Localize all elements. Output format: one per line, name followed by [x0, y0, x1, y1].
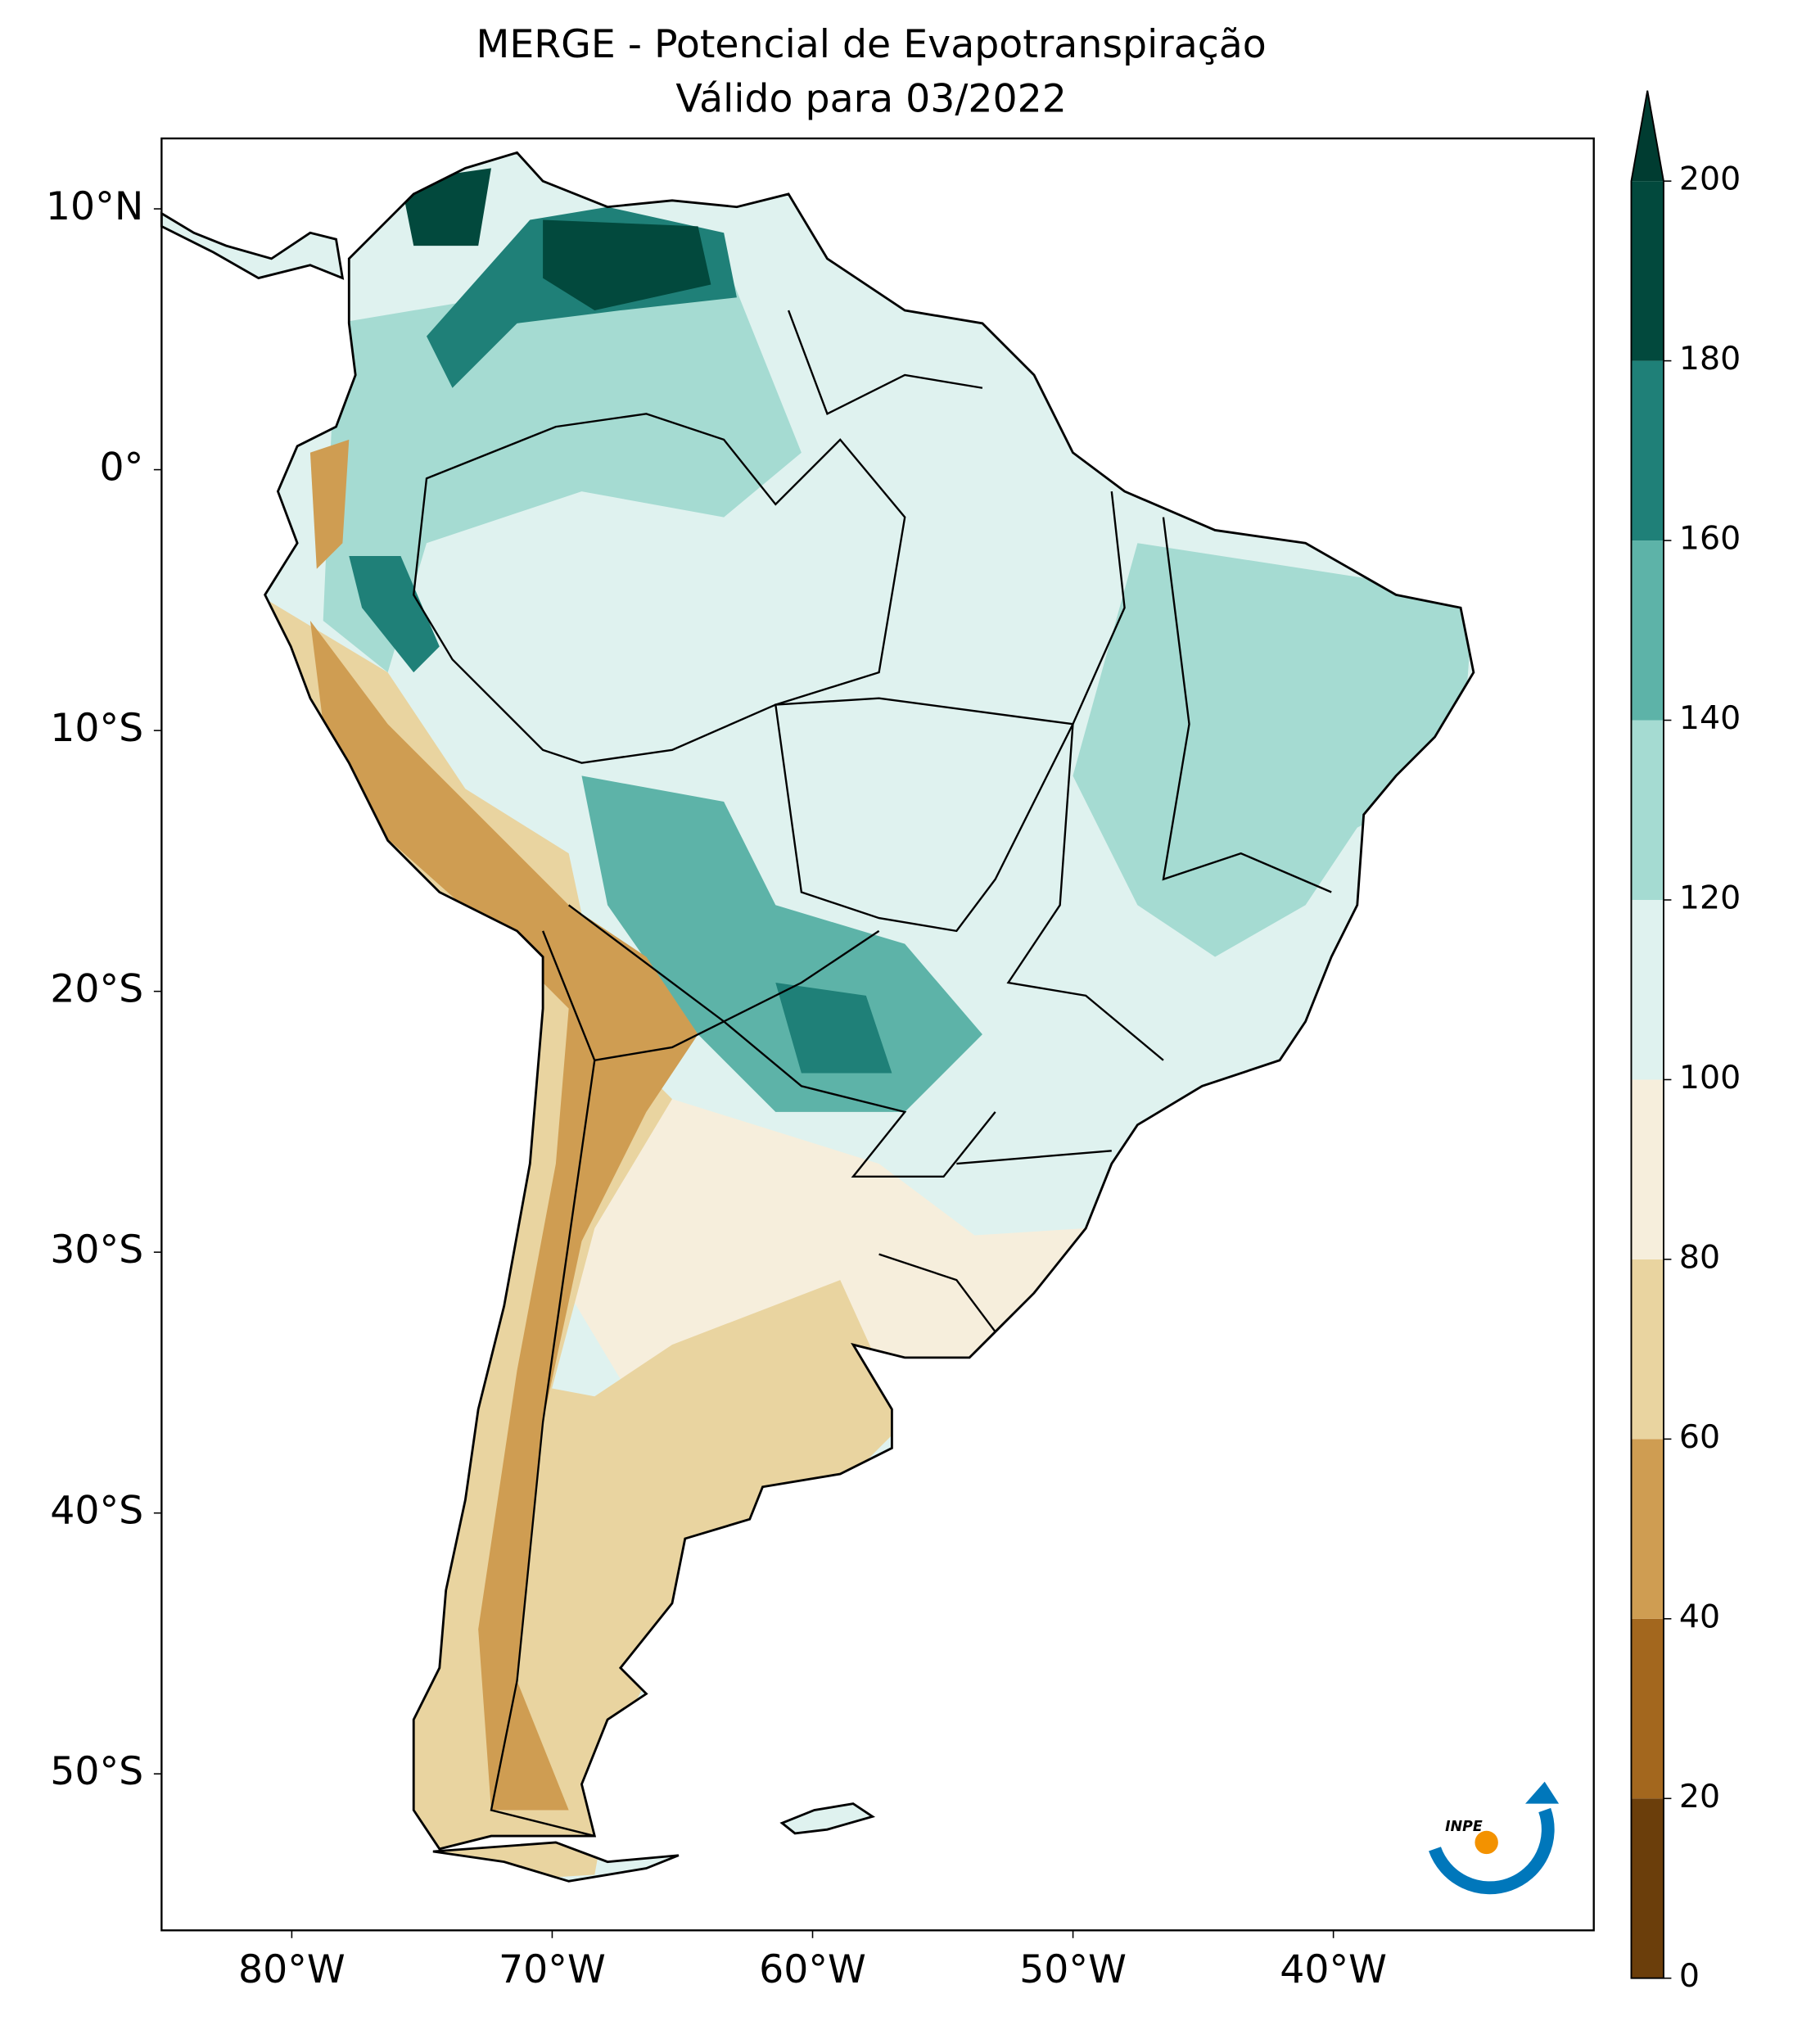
y-tick-label: 10°N: [46, 184, 143, 229]
x-tick-label: 70°W: [499, 1947, 606, 1992]
y-tick-label: 10°S: [50, 706, 143, 751]
colorbar-extend: [1631, 90, 1664, 182]
logo-dot: [1475, 1830, 1498, 1855]
border: [1006, 491, 1164, 1061]
logo-text: INPE: [1445, 1819, 1483, 1835]
colorbar-bin: [1631, 540, 1664, 721]
colorbar-tick-label: 120: [1679, 879, 1741, 916]
colorbar-tick-label: 60: [1679, 1418, 1720, 1456]
colorbar-bin: [1631, 1259, 1664, 1440]
colorbar-bin: [1631, 1439, 1664, 1619]
x-tick-label: 80°W: [238, 1947, 345, 1992]
colorbar-tick-label: 100: [1679, 1059, 1741, 1096]
logo-arc: [1429, 1807, 1555, 1895]
axes-frame: [160, 137, 1595, 1932]
border: [490, 1060, 596, 1838]
colorbar-tick-label: 40: [1679, 1598, 1720, 1635]
x-tick-label: 50°W: [1019, 1947, 1127, 1992]
colorbar-bin: [1631, 1798, 1664, 1978]
chart-subtitle: Válido para 03/2022: [675, 76, 1067, 121]
logo-arrow: [1525, 1781, 1560, 1804]
colorbar-bin: [1631, 1079, 1664, 1259]
y-tick-label: 30°S: [50, 1227, 143, 1273]
colorbar-tick-label: 80: [1679, 1238, 1720, 1276]
border: [413, 413, 906, 764]
border: [542, 930, 725, 1062]
y-tick-label: 20°S: [50, 967, 143, 1012]
border: [956, 1150, 1112, 1165]
region: [1073, 543, 1474, 957]
colorbar-bin: [1631, 1618, 1664, 1799]
region: [309, 439, 350, 569]
region: [581, 775, 982, 1112]
region: [775, 983, 892, 1074]
colorbar-frame: [1630, 90, 1664, 1979]
border: [774, 697, 1075, 933]
colorbar-tick-label: 160: [1679, 520, 1741, 558]
y-tick-label: 50°S: [50, 1749, 143, 1794]
border: [723, 1020, 996, 1178]
y-tick-label: 0°: [99, 445, 143, 491]
region: [543, 219, 711, 311]
border: [567, 904, 880, 1023]
region: [349, 556, 440, 673]
colorbar-bin: [1631, 899, 1664, 1080]
border: [878, 1253, 996, 1333]
colorbar-tick-label: 200: [1679, 161, 1741, 198]
colorbar-bin: [1631, 360, 1664, 541]
chart-title: MERGE - Potencial de Evapotranspiração: [476, 22, 1266, 67]
colorbar-bin: [1631, 181, 1664, 361]
region: [309, 620, 698, 1811]
y-tick-label: 40°S: [50, 1489, 143, 1534]
borders: [413, 310, 1332, 1838]
colorbar-tick-label: 20: [1679, 1778, 1720, 1815]
border: [787, 310, 983, 415]
x-tick-label: 40°W: [1280, 1947, 1387, 1992]
border: [1162, 517, 1332, 893]
region: [878, 1228, 1086, 1371]
colorbar-tick-label: 140: [1679, 699, 1741, 737]
logo: INPE: [1429, 1781, 1560, 1895]
colorbar-tick-label: 0: [1679, 1957, 1700, 1995]
x-tick-label: 60°W: [759, 1947, 866, 1992]
colorbar-tick-label: 180: [1679, 340, 1741, 378]
colorbar-bin: [1631, 720, 1664, 900]
